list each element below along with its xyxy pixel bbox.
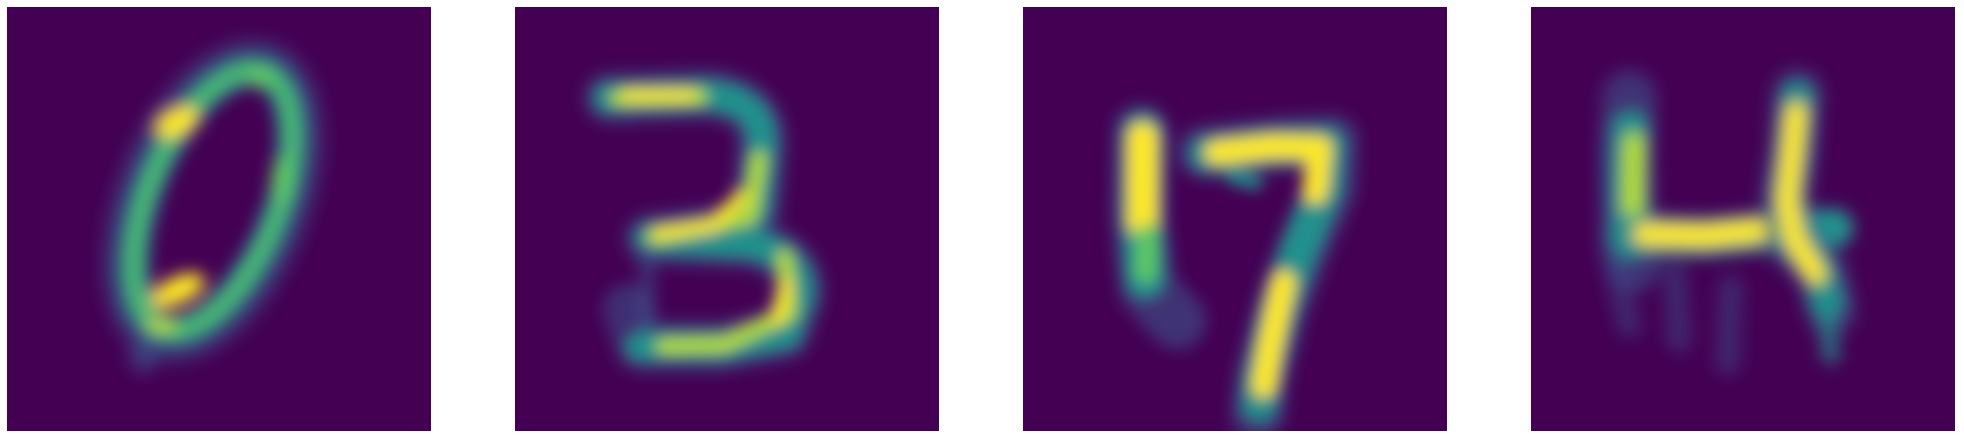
digit-image-3 — [515, 7, 939, 431]
digit-4-heatmap — [1531, 7, 1955, 431]
digit-image-7 — [1023, 7, 1447, 431]
digit-3-heatmap — [515, 7, 939, 431]
digit-0-heatmap — [7, 7, 431, 431]
digit-7-heatmap — [1023, 7, 1447, 431]
digit-image-4 — [1531, 7, 1955, 431]
digit-image-0 — [7, 7, 431, 431]
